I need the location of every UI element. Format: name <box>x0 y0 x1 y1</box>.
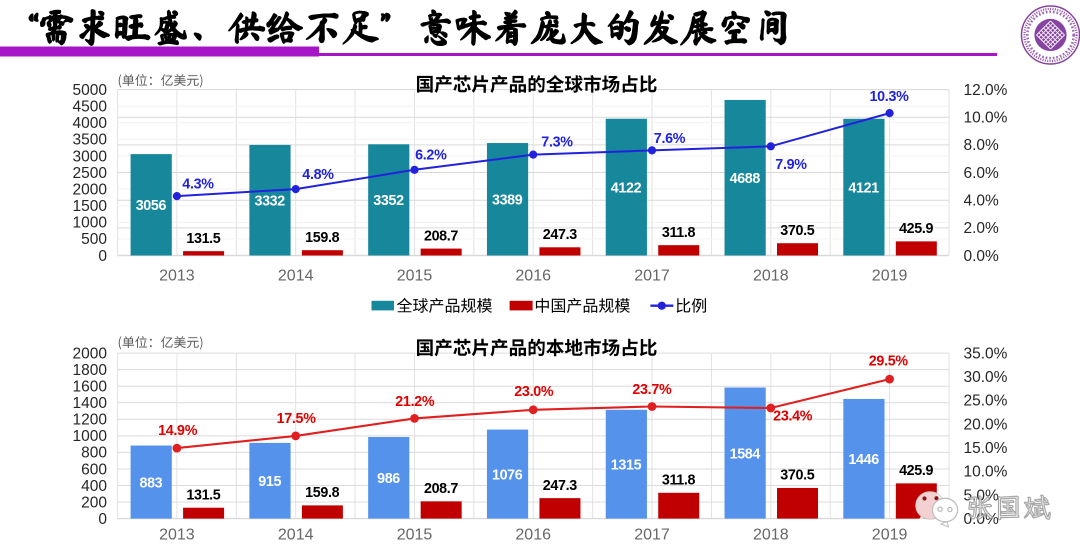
svg-text:23.0%: 23.0% <box>514 384 554 400</box>
svg-text:1000: 1000 <box>73 428 108 445</box>
svg-text:208.7: 208.7 <box>424 228 458 244</box>
svg-text:247.3: 247.3 <box>543 227 577 243</box>
svg-text:425.9: 425.9 <box>899 221 933 237</box>
svg-text:4000: 4000 <box>73 115 108 132</box>
svg-text:21.2%: 21.2% <box>395 394 435 410</box>
svg-text:200: 200 <box>81 494 107 511</box>
svg-text:2017: 2017 <box>634 268 670 285</box>
svg-text:25.0%: 25.0% <box>964 393 1008 410</box>
svg-text:159.8: 159.8 <box>305 230 339 246</box>
svg-text:10.0%: 10.0% <box>964 110 1008 127</box>
svg-text:1200: 1200 <box>73 412 108 429</box>
svg-text:2500: 2500 <box>73 165 108 182</box>
svg-text:883: 883 <box>139 475 162 491</box>
svg-text:2000: 2000 <box>73 345 108 362</box>
svg-text:500: 500 <box>81 231 107 248</box>
svg-text:2018: 2018 <box>753 268 789 285</box>
svg-text:0.0%: 0.0% <box>964 248 1000 265</box>
svg-text:7.6%: 7.6% <box>654 131 686 147</box>
svg-text:7.3%: 7.3% <box>541 135 573 151</box>
svg-text:35.0%: 35.0% <box>964 345 1008 362</box>
svg-text:800: 800 <box>81 445 107 462</box>
svg-text:3000: 3000 <box>73 148 108 165</box>
svg-text:2018: 2018 <box>753 527 789 544</box>
svg-text:8.0%: 8.0% <box>964 137 1000 154</box>
svg-text:4500: 4500 <box>73 99 108 116</box>
svg-text:29.5%: 29.5% <box>869 353 909 369</box>
svg-text:425.9: 425.9 <box>899 463 933 479</box>
svg-text:131.5: 131.5 <box>186 231 220 247</box>
svg-text:6.0%: 6.0% <box>964 165 1000 182</box>
svg-text:30.0%: 30.0% <box>964 369 1008 386</box>
svg-text:4121: 4121 <box>848 180 879 196</box>
svg-text:2019: 2019 <box>872 527 908 544</box>
svg-text:2015: 2015 <box>397 268 433 285</box>
svg-text:131.5: 131.5 <box>186 487 220 503</box>
svg-text:0: 0 <box>98 248 107 265</box>
svg-text:600: 600 <box>81 461 107 478</box>
svg-text:17.5%: 17.5% <box>277 411 317 427</box>
svg-text:2016: 2016 <box>515 527 551 544</box>
svg-text:159.8: 159.8 <box>305 485 339 501</box>
svg-text:10.3%: 10.3% <box>869 89 909 105</box>
svg-text:2.0%: 2.0% <box>964 220 1000 237</box>
svg-text:0: 0 <box>98 511 107 528</box>
svg-text:23.4%: 23.4% <box>773 408 813 424</box>
svg-text:400: 400 <box>81 478 107 495</box>
svg-text:2013: 2013 <box>159 268 195 285</box>
svg-text:14.9%: 14.9% <box>158 423 198 439</box>
svg-text:986: 986 <box>377 471 400 487</box>
svg-text:1000: 1000 <box>73 215 108 232</box>
svg-text:915: 915 <box>258 474 281 490</box>
svg-text:1400: 1400 <box>73 395 108 412</box>
svg-text:3332: 3332 <box>254 193 285 209</box>
svg-text:311.8: 311.8 <box>662 473 696 489</box>
svg-text:4.3%: 4.3% <box>182 177 214 193</box>
svg-text:1315: 1315 <box>611 457 642 473</box>
svg-text:23.7%: 23.7% <box>632 382 672 398</box>
svg-text:15.0%: 15.0% <box>964 440 1008 457</box>
svg-text:3389: 3389 <box>492 193 523 209</box>
svg-text:2013: 2013 <box>159 527 195 544</box>
svg-text:1600: 1600 <box>73 379 108 396</box>
svg-text:2000: 2000 <box>73 181 108 198</box>
svg-text:1800: 1800 <box>73 362 108 379</box>
svg-text:208.7: 208.7 <box>424 481 458 497</box>
svg-text:2014: 2014 <box>278 527 314 544</box>
svg-text:4122: 4122 <box>611 180 642 196</box>
svg-text:6.2%: 6.2% <box>415 148 447 164</box>
svg-text:2019: 2019 <box>872 268 908 285</box>
svg-text:4688: 4688 <box>730 171 761 187</box>
svg-text:2017: 2017 <box>634 527 670 544</box>
svg-text:3352: 3352 <box>373 193 404 209</box>
svg-text:1500: 1500 <box>73 198 108 215</box>
svg-text:4.8%: 4.8% <box>302 167 334 183</box>
svg-text:2014: 2014 <box>278 268 314 285</box>
svg-text:4.0%: 4.0% <box>964 193 1000 210</box>
svg-text:5000: 5000 <box>73 82 108 99</box>
svg-text:2016: 2016 <box>515 268 551 285</box>
svg-text:20.0%: 20.0% <box>964 416 1008 433</box>
svg-text:10.0%: 10.0% <box>964 464 1008 481</box>
svg-text:2015: 2015 <box>397 527 433 544</box>
svg-text:12.0%: 12.0% <box>964 82 1008 99</box>
svg-text:1446: 1446 <box>848 452 879 468</box>
svg-text:1076: 1076 <box>492 467 523 483</box>
svg-text:1584: 1584 <box>730 446 761 462</box>
svg-text:370.5: 370.5 <box>780 468 814 484</box>
svg-text:3056: 3056 <box>136 198 167 214</box>
svg-text:311.8: 311.8 <box>662 225 696 241</box>
svg-text:3500: 3500 <box>73 132 108 149</box>
svg-text:5.0%: 5.0% <box>964 487 1000 504</box>
svg-text:247.3: 247.3 <box>543 478 577 494</box>
svg-text:7.9%: 7.9% <box>775 157 807 173</box>
svg-text:370.5: 370.5 <box>780 223 814 239</box>
